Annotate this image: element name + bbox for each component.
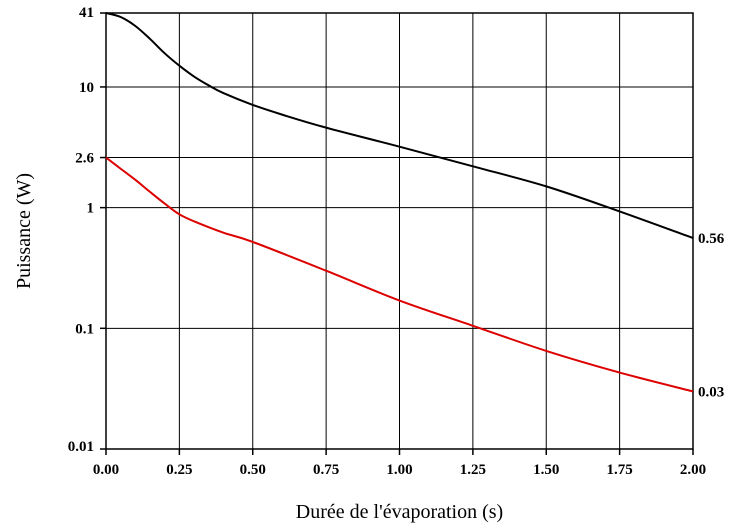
y-tick-label: 10	[79, 80, 94, 96]
grid-lines	[105, 12, 694, 450]
x-tick-label: 0.25	[166, 462, 192, 478]
end-labels: 0.56 0.03	[698, 231, 725, 400]
end-value-label: 0.56	[698, 231, 725, 247]
x-tick-label: 0.50	[240, 462, 266, 478]
x-axis-title: Durée de l'évaporation (s)	[296, 501, 503, 523]
x-tick-label: 1.50	[533, 462, 559, 478]
series-line-2	[105, 156, 694, 393]
x-tick-label: 1.00	[386, 462, 412, 478]
y-tick-label: 41	[79, 5, 94, 21]
y-tick-label: 1	[87, 201, 95, 217]
series-lines	[105, 12, 694, 393]
x-tick-label: 2.00	[680, 462, 706, 478]
x-tick-label: 0.00	[93, 462, 119, 478]
x-tick-label: 0.75	[313, 462, 339, 478]
y-tick-label: 0.1	[75, 321, 94, 337]
x-tick-label: 1.25	[460, 462, 486, 478]
y-axis-ticks: 0.01 0.1 1 2.6 10 41	[68, 5, 106, 455]
x-tick-label: 1.75	[607, 462, 633, 478]
end-value-label: 0.03	[698, 384, 724, 400]
y-tick-label: 2.6	[75, 151, 94, 167]
x-axis-ticks: 0.00 0.25 0.50 0.75 1.00 1.25 1.50 1.75 2.00	[93, 449, 706, 478]
y-tick-label: 0.01	[68, 439, 94, 455]
series-line-1	[105, 12, 694, 239]
y-axis-title: Puissance (W)	[13, 173, 35, 289]
